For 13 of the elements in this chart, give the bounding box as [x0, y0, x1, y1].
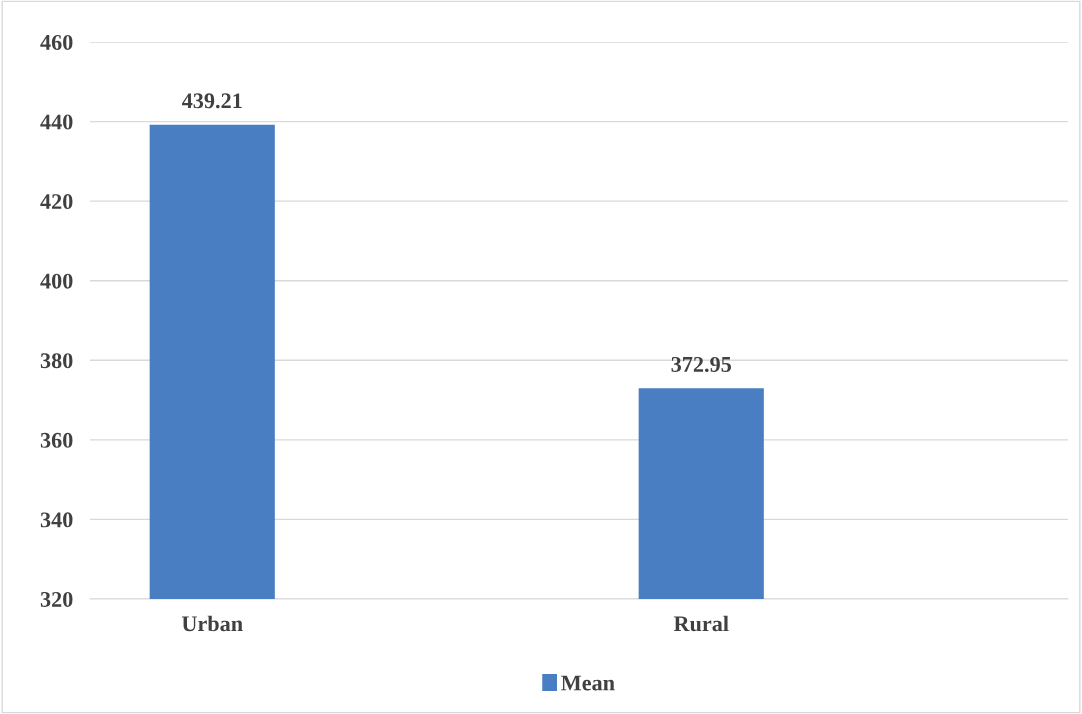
y-tick-label: 420 [40, 194, 73, 210]
y-tick-label: 460 [40, 34, 73, 50]
y-tick-label: 440 [40, 114, 73, 130]
y-tick-label: 400 [40, 273, 73, 289]
legend-label: Mean [561, 675, 615, 691]
x-tick-label: Rural [673, 615, 729, 632]
y-tick-label: 360 [40, 432, 73, 448]
y-tick-label: 380 [40, 353, 73, 369]
y-tick-label: 320 [40, 591, 73, 607]
data-label: 439.21 [182, 93, 242, 109]
data-label: 372.95 [671, 356, 731, 372]
y-tick-label: 340 [40, 512, 73, 528]
x-tick-label: Urban [181, 615, 243, 632]
